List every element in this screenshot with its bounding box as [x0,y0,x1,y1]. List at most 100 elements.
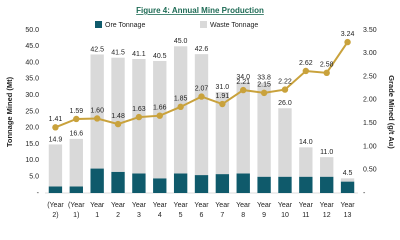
x-tick-label: Year [215,202,230,209]
x-tick-label: 13 [344,212,352,219]
total-label: 31.0 [216,84,230,91]
y-tick-label: 25.0 [25,108,39,115]
grade-point [344,38,351,46]
bar-segment [48,144,63,187]
grade-label: 1.63 [132,106,146,113]
bar-segment [194,54,209,176]
y2-axis-title: Grade Mined (g/t Au) [387,75,396,149]
total-label: 42.6 [195,46,209,53]
x-tick-label: Year [111,202,126,209]
grade-label: 1.48 [111,113,125,120]
bar-segment [48,186,63,193]
y-tick-label: 40.0 [25,59,39,66]
total-label: 42.5 [90,46,104,53]
y-tick-label: 50.0 [25,27,39,34]
total-label: 26.0 [278,100,292,107]
x-tick-label: 9 [262,212,266,219]
page: Figure 4: Annual Mine Production Tonnage… [4,6,397,219]
grade-point [260,89,268,97]
total-label: 14.9 [49,136,63,143]
bar-segment [236,173,250,193]
bar-segment [236,82,250,174]
y-tick-label: 5.0 [29,174,39,181]
grade-label: 1.59 [69,108,83,115]
grade-label: 1.41 [49,116,63,123]
grade-point [302,67,310,75]
legend-label: Ore Tonnage [105,22,145,29]
bar-segment [194,175,209,193]
y2-tick-label: 1.00 [363,143,377,150]
x-tick-label: 1) [73,212,79,219]
grade-point [156,112,163,119]
bar-segment [215,91,230,175]
grade-point [240,86,247,94]
bar-segment [320,176,334,193]
x-tick-label: Year [194,202,209,209]
x-tick-label: 8 [241,212,245,219]
y-tick-label: 20.0 [25,125,39,132]
chart-title: Figure 4: Annual Mine Production [136,6,264,15]
total-label: 14.0 [299,139,313,146]
total-label: 16.6 [69,131,83,138]
y-tick-label: 30.0 [25,92,39,99]
grade-label: 1.66 [153,105,167,112]
y-tick-label: 35.0 [25,76,39,83]
x-tick-label: 5 [179,212,183,219]
bar-segment [69,186,83,193]
y-tick-label: - [37,190,40,197]
bar-segment [173,173,188,193]
total-label: 34.0 [236,74,250,81]
total-label: 40.5 [153,53,167,60]
bar-segment [111,57,125,172]
bar-segment [299,147,313,177]
bar-segment [132,173,146,193]
y-tick-label: 10.0 [25,157,39,164]
x-tick-label: 11 [302,212,309,219]
grade-label: 2.07 [195,85,209,92]
grade-label: 2.58 [320,62,334,69]
bar-segment [257,176,271,193]
total-label: 41.1 [132,51,146,58]
bar-segment [90,54,104,169]
x-tick-label: (Year [68,202,85,209]
x-tick-label: Year [90,202,105,209]
grade-point [323,69,330,77]
y2-tick-label: 0.50 [363,167,377,174]
x-tick-label: 1 [95,212,99,219]
x-tick-label: Year [320,202,335,209]
bar-segment [320,157,334,177]
bar-segment [278,176,292,193]
bar-segment [111,171,125,193]
x-tick-label: Year [299,202,314,209]
x-tick-label: 12 [323,212,331,219]
x-tick-label: Year [132,202,147,209]
bar-segment [340,181,355,193]
bar-segment [153,178,167,193]
y2-tick-label: 2.00 [363,97,377,104]
grade-label: 2.15 [257,82,271,89]
total-label: 45.0 [174,38,188,45]
bar-segment [278,108,292,177]
grade-label: 2.21 [236,79,250,86]
legend-swatch [95,21,102,28]
grade-point [114,120,122,128]
x-tick-label: Year [153,202,168,209]
total-label: 33.8 [257,75,271,82]
bar-segment [299,176,313,193]
y2-tick-label: 1.50 [363,120,377,127]
x-tick-label: (Year [47,202,64,209]
x-tick-label: 4 [158,212,162,219]
bar-segment [153,60,167,179]
grade-point [135,113,143,121]
y2-tick-label: - [363,190,366,197]
bar-segment [215,174,230,193]
x-tick-label: 3 [137,212,141,219]
grade-point [52,124,59,131]
grade-point [93,115,101,122]
x-tick-label: Year [278,202,293,209]
bar-segment [257,82,271,177]
chart: Figure 4: Annual Mine Production Tonnage… [5,6,396,219]
bar-segment [69,138,83,187]
y-tick-label: 15.0 [25,141,39,148]
y-tick-label: 45.0 [25,43,39,50]
